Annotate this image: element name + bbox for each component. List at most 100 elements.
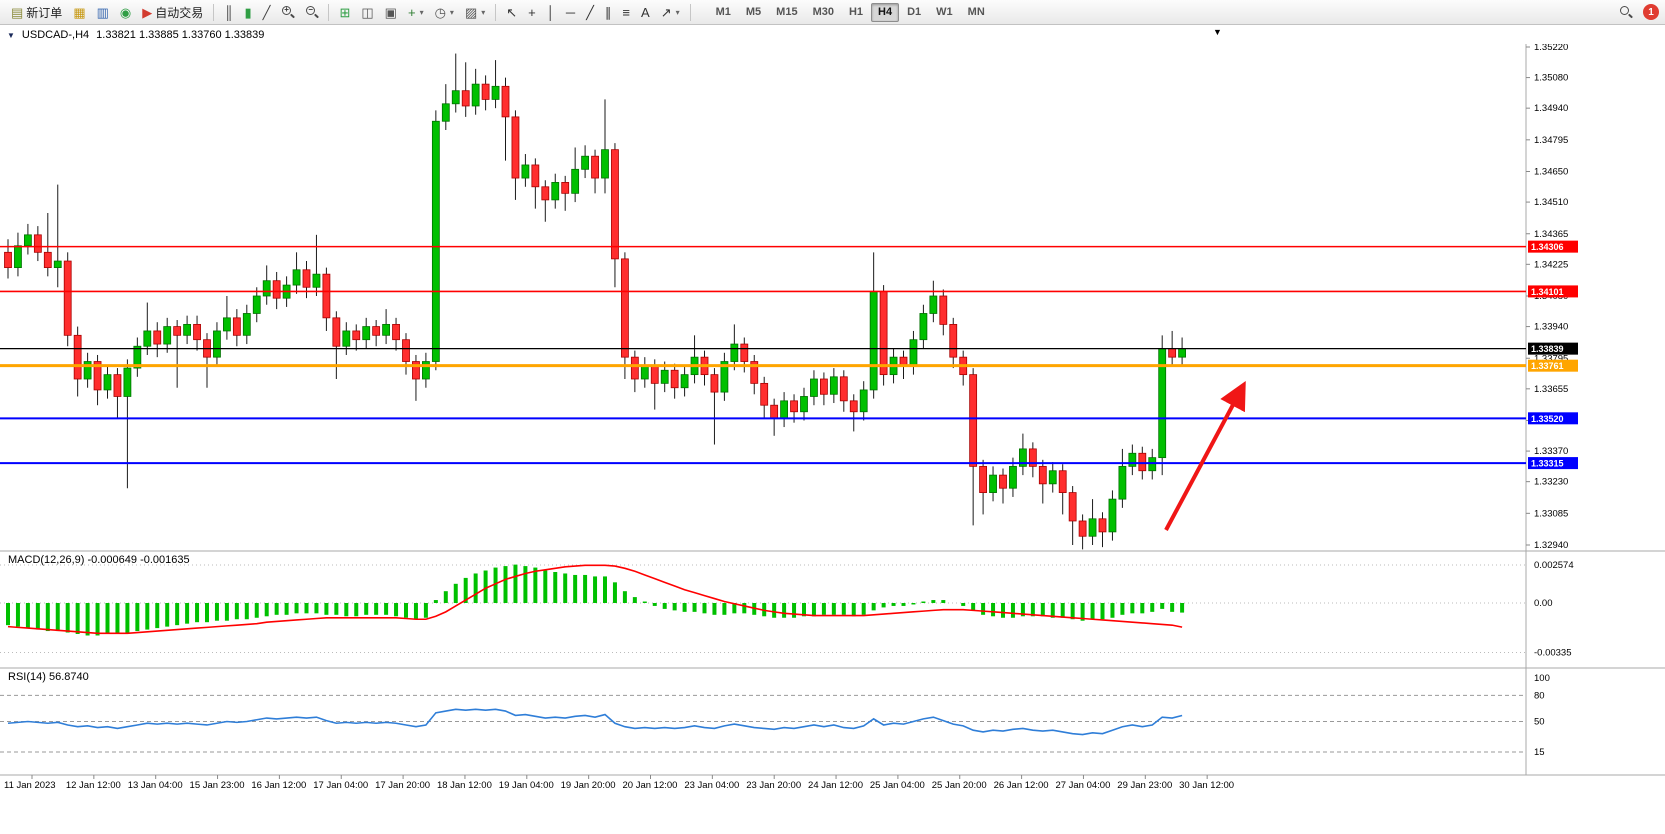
price-axis-label: 1.34365 (1534, 229, 1568, 240)
timeframe-w1-button[interactable]: W1 (936, 6, 953, 18)
zoom-in-button[interactable]: + (276, 2, 299, 23)
window-layout-1-button[interactable]: ◫ (356, 2, 378, 23)
time-axis-label: 27 Jan 04:00 (1055, 780, 1110, 790)
notification-badge[interactable]: 1 (1643, 4, 1659, 20)
timeframe-m5-button[interactable]: M5 (745, 6, 762, 18)
candle (630, 350, 639, 393)
timeframe-m30-button[interactable]: M30 (812, 6, 834, 18)
fibonacci-button[interactable]: ≡ (617, 2, 635, 23)
dropdown-arrow-icon: ▾ (419, 7, 424, 17)
candle (869, 252, 878, 399)
toolbar: ▤ 新订单 ▦ ▥ ◉ ▶ 自动交易 ║ ▮ ╱ + − ⊞ ◫ ▣ + ▾ ◷ ▾ ▨ ▾ ↖ + │ ─ ╱ ∥ ≡ A ↗ ▾ M1 M… (0, 0, 1665, 25)
candle (431, 110, 440, 371)
timeframe-m1-button[interactable]: M1 (715, 6, 731, 18)
candle (949, 317, 958, 369)
cursor-button[interactable]: ↖ (501, 2, 522, 23)
candle (601, 99, 609, 194)
time-axis-label: 19 Jan 20:00 (561, 780, 616, 790)
auto-trading-button-label: 自动交易 (155, 5, 204, 20)
candle (591, 149, 599, 194)
scroll-to-end-icon[interactable]: ▼ (1213, 27, 1222, 37)
text-label-button[interactable]: A (636, 2, 655, 23)
line-chart-button[interactable]: ╱ (258, 2, 276, 23)
horizontal-line-button[interactable]: ─ (561, 2, 580, 23)
timeframe-mn-button[interactable]: MN (967, 6, 985, 18)
time-axis-label: 24 Jan 12:00 (808, 780, 863, 790)
market-watch-icon: ▥ (96, 4, 109, 20)
toolbar-buttons: ▤ 新订单 ▦ ▥ ◉ ▶ 自动交易 ║ ▮ ╱ + − ⊞ ◫ ▣ + ▾ ◷ ▾ ▨ ▾ ↖ + │ ─ ╱ ∥ ≡ A ↗ ▾ (6, 2, 695, 23)
candle (262, 265, 271, 305)
templates-button[interactable]: ▨ ▾ (460, 2, 490, 23)
macd-axis-label: 0.002574 (1534, 560, 1574, 571)
search-icon (1619, 5, 1632, 19)
periods-button[interactable]: ◷ ▾ (430, 2, 459, 23)
vertical-line-button[interactable]: │ (542, 2, 560, 23)
candle (23, 223, 32, 255)
ohlc-bars-button[interactable]: ║ (219, 2, 238, 23)
macd-signal-line (7, 564, 1183, 635)
time-axis-label: 29 Jan 23:00 (1117, 780, 1172, 790)
new-chart-button[interactable]: + ▾ (403, 2, 429, 23)
candle (521, 154, 530, 187)
candle (640, 357, 649, 388)
market-watch-button[interactable]: ▥ (92, 2, 114, 23)
candle (909, 330, 918, 375)
trend-arrow-annotation[interactable] (1164, 380, 1246, 531)
candle (1128, 444, 1137, 476)
candle (342, 322, 351, 355)
candle (1038, 459, 1047, 504)
candle (541, 180, 550, 222)
channel-button[interactable]: ∥ (600, 2, 617, 23)
time-axis-label: 11 Jan 2023 (4, 780, 56, 790)
chart-titlebar: ▼ USDCAD-,H4 1.33821 1.33885 1.33760 1.3… (0, 26, 1665, 44)
navigator-button[interactable]: ◉ (115, 2, 136, 23)
text-icon: A (641, 4, 650, 20)
arrow-objects-button[interactable]: ↗ ▾ (656, 2, 685, 23)
candle (4, 239, 12, 279)
candle (859, 381, 868, 421)
time-axis-label: 12 Jan 12:00 (66, 780, 121, 790)
crosshair-button[interactable]: + (523, 2, 541, 23)
candle (272, 271, 281, 310)
candle (362, 317, 371, 349)
candle (939, 289, 948, 336)
search-button[interactable] (1614, 2, 1637, 23)
profiles-button[interactable]: ▦ (68, 2, 90, 23)
candle (989, 466, 997, 502)
candle (1098, 512, 1107, 548)
navigator-icon: ◉ (119, 4, 132, 20)
candle (1009, 457, 1017, 497)
time-axis-label: 26 Jan 12:00 (994, 780, 1049, 790)
chart-area[interactable]: 1.35220 1.35080 1.34940 1.34795 1.34650 1.345… (0, 44, 1665, 790)
rsi-line (7, 708, 1183, 736)
toolbar-separator (689, 3, 691, 21)
timeframe-h4-button[interactable]: H4 (871, 2, 900, 22)
rsi-axis-label: 100 (1534, 673, 1550, 684)
auto-trading-button[interactable]: ▶ 自动交易 (137, 2, 208, 23)
candle (680, 365, 689, 397)
window-layout-2-button[interactable]: ▣ (380, 2, 402, 23)
trendline-button[interactable]: ╱ (581, 2, 599, 23)
zoom-out-button[interactable]: − (300, 2, 323, 23)
tile-windows-button[interactable]: ⊞ (334, 2, 355, 23)
timeframe-d1-button[interactable]: D1 (907, 6, 922, 18)
candle (43, 213, 52, 277)
candle (143, 302, 152, 355)
price-axis-label: 1.33230 (1534, 477, 1568, 488)
crosshair-icon: + (528, 4, 536, 20)
price-tag (1528, 412, 1578, 425)
candle (222, 296, 231, 340)
candle (252, 287, 261, 323)
candle (1148, 448, 1157, 480)
candle (242, 304, 251, 345)
candlestick-button[interactable]: ▮ (239, 2, 256, 23)
candle (421, 352, 430, 388)
timeframe-m15-button[interactable]: M15 (776, 6, 798, 18)
candle (979, 459, 987, 515)
collapse-triangle-icon[interactable]: ▼ (7, 30, 15, 40)
dropdown-arrow-icon: ▾ (481, 7, 486, 17)
candle (491, 60, 500, 109)
timeframe-h1-button[interactable]: H1 (848, 6, 864, 18)
new-order-button[interactable]: ▤ 新订单 (6, 2, 67, 23)
candle (720, 352, 729, 401)
